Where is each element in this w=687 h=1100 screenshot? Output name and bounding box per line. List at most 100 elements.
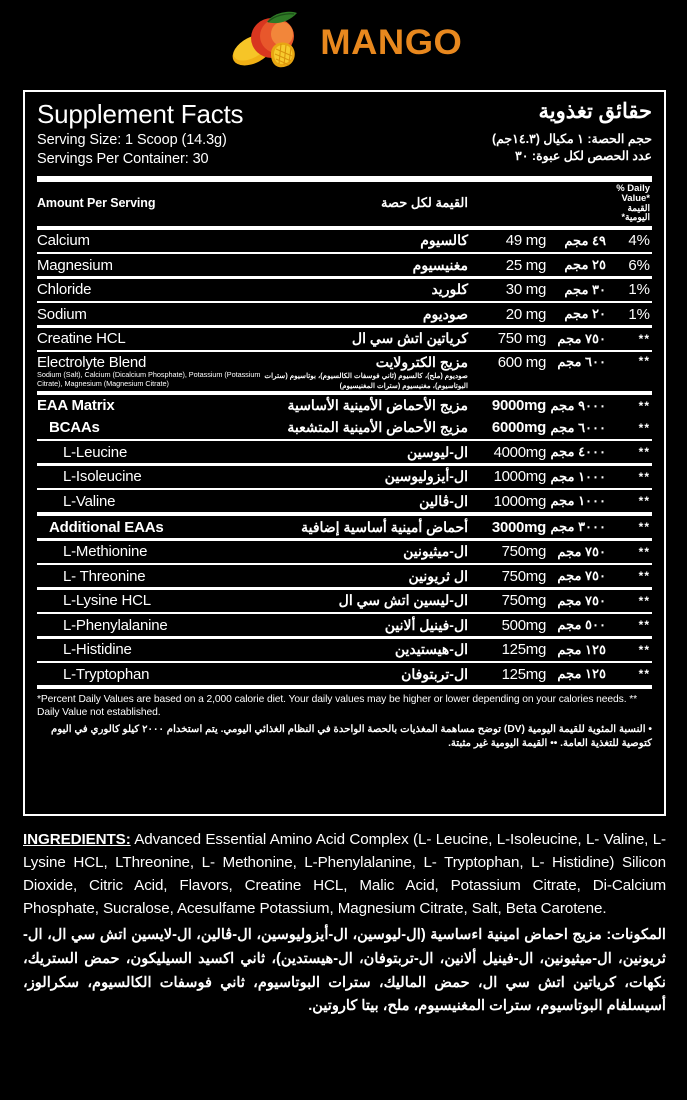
- supplement-facts-panel: Supplement Facts حقائق تغذوية Serving Si…: [23, 90, 666, 816]
- nutrient-amount-en: 6000mg: [491, 419, 546, 437]
- column-header-amount-en: Amount Per Serving: [37, 196, 156, 211]
- divider-thin: [37, 636, 652, 639]
- divider-thin: [37, 587, 652, 590]
- nutrient-name-en: L-Leucine: [63, 443, 128, 461]
- blend-name-ar: مزيج الكترولايت: [375, 354, 468, 371]
- nutrient-amount-en: 1000mg: [493, 468, 547, 486]
- nutrient-name-ar: ال-ليسين اتش سي ال: [338, 592, 468, 609]
- nutrient-amount-en: 49 mg: [505, 232, 547, 250]
- brand-header: MANGO: [0, 0, 687, 84]
- nutrient-amount-ar: ٦٠٠٠ مجم: [550, 419, 606, 435]
- table-row-additional-eaas: Additional EAAs أحماض أمينية أساسية إضاف…: [37, 516, 652, 538]
- nutrient-name-en: L-Valine: [63, 492, 116, 510]
- nutrient-name-ar: مزيج الأحماض الأمينية الأساسية: [287, 397, 468, 414]
- divider-thin: [37, 611, 652, 615]
- dv-header-en: % Daily Value*: [616, 182, 650, 204]
- nutrient-amount-ar: ٧٥٠ مجم: [557, 568, 606, 584]
- nutrient-name-en: L-Lysine HCL: [63, 592, 151, 610]
- nutrient-amount-en: 125mg: [501, 665, 547, 683]
- nutrient-name-en: L-Methionine: [63, 543, 148, 561]
- footnote-block: *Percent Daily Values are based on a 2,0…: [37, 689, 652, 752]
- nutrient-daily-value: **: [638, 445, 650, 460]
- nutrient-amount-ar: ٣٠ مجم: [564, 281, 606, 297]
- nutrient-name-ar: كلوريد: [431, 281, 468, 298]
- ingredients-text-en: Advanced Essential Amino Acid Complex (L…: [23, 831, 666, 918]
- nutrient-amount-en: 750 mg: [497, 330, 547, 348]
- divider-thin: [37, 276, 652, 279]
- column-header-daily-value: % Daily Value* القيمة اليومية*: [608, 182, 652, 223]
- nutrient-name-ar: صوديوم: [422, 305, 468, 322]
- nutrient-name-ar: ال-ميثيونين: [403, 543, 468, 560]
- nutrient-daily-value: **: [638, 593, 650, 608]
- nutrient-name-ar: ال-ڤالين: [419, 492, 468, 509]
- nutrient-name-ar: ال-تربتوفان: [401, 665, 468, 682]
- nutrient-name-ar: ال-فينيل ألانين: [384, 616, 468, 633]
- nutrient-amount-en: 9000mg: [491, 397, 546, 415]
- divider-thin: [37, 325, 652, 328]
- nutrient-daily-value: **: [638, 420, 650, 435]
- nutrient-daily-value: 1%: [628, 305, 650, 323]
- divider-med: [37, 685, 652, 690]
- ingredients-label-ar: المكونات:: [606, 927, 666, 944]
- nutrient-name-ar: مزيج الأحماض الأمينية المتشعبة: [287, 419, 468, 436]
- nutrient-amount-ar: ٧٥٠ مجم: [557, 543, 606, 559]
- table-row: L-Leucine ال-ليوسين 4000mg ٤٠٠٠ مجم **: [37, 441, 652, 463]
- dv-header-ar: القيمة اليومية*: [621, 202, 650, 223]
- divider-med: [37, 225, 652, 230]
- blend-amount-en: 600 mg: [497, 354, 547, 372]
- nutrient-name-ar: ال ثريونين: [408, 567, 468, 584]
- divider-thin: [37, 438, 652, 442]
- table-row: L-Histidine ال-هيستيدين 125mg ١٢٥ مجم **: [37, 639, 652, 661]
- nutrient-amount-ar: ١٠٠٠ مجم: [550, 493, 606, 509]
- nutrient-amount-en: 125mg: [501, 641, 547, 659]
- nutrient-daily-value: 1%: [628, 281, 650, 299]
- ingredients-text-ar: مزيج احماض امينية اءساسية (ال-ليوسين، ال…: [23, 927, 666, 1015]
- mango-fruit-icon: [227, 10, 313, 74]
- nutrient-daily-value: **: [638, 398, 650, 413]
- serving-info-ar: حجم الحصة: ١ مكيال (١٤.٣جم) عدد الحصص لك…: [492, 131, 652, 165]
- nutrient-amount-ar: ١٢٥ مجم: [557, 666, 606, 682]
- table-row: L-Valine ال-ڤالين 1000mg ١٠٠٠ مجم **: [37, 490, 652, 512]
- blend-subingredients-en: Sodium (Salt), Calcium (Dicalcium Phosph…: [37, 370, 261, 389]
- nutrient-daily-value: **: [638, 469, 650, 484]
- blend-subingredients-ar: صوديوم (ملح)، كالسيوم (ثاني فوسفات الكال…: [264, 371, 468, 390]
- servings-per-container-ar: عدد الحصص لكل عبوة: ٣٠: [515, 148, 652, 163]
- nutrient-name-ar: كرياتين اتش سي ال: [351, 330, 468, 347]
- nutrient-name-ar: ال-أيزوليوسين: [384, 468, 468, 485]
- table-row: L-Methionine ال-ميثيونين 750mg ٧٥٠ مجم *…: [37, 541, 652, 563]
- nutrient-amount-en: 3000mg: [491, 518, 546, 536]
- nutrient-name-ar: ال-ليوسين: [406, 443, 468, 460]
- divider-thin: [37, 251, 652, 255]
- table-row: L-Tryptophan ال-تربتوفان 125mg ١٢٥ مجم *…: [37, 663, 652, 685]
- nutrient-amount-ar: ١٢٥ مجم: [557, 641, 606, 657]
- nutrient-name-en: L-Tryptophan: [63, 665, 150, 683]
- nutrient-amount-ar: ٩٠٠٠ مجم: [550, 397, 606, 413]
- nutrient-amount-en: 500mg: [501, 616, 547, 634]
- table-row-eaa-matrix: EAA Matrix مزيج الأحماض الأمينية الأساسي…: [37, 395, 652, 417]
- blend-daily-value: **: [638, 354, 650, 369]
- divider-thick: [37, 175, 652, 182]
- divider-med: [37, 512, 652, 517]
- nutrient-daily-value: 6%: [628, 256, 650, 274]
- panel-title-en: Supplement Facts: [37, 99, 244, 129]
- nutrient-daily-value: **: [638, 667, 650, 682]
- footnote-en: *Percent Daily Values are based on a 2,0…: [37, 694, 638, 719]
- blend-amount-ar: ٦٠٠ مجم: [557, 354, 606, 370]
- panel-title-ar: حقائق تغذوية: [538, 100, 652, 123]
- nutrient-name-en: L-Phenylalanine: [63, 616, 168, 634]
- table-row: Calcium كالسيوم 49 mg ٤٩ مجم 4%: [37, 230, 652, 252]
- column-header-amount-ar: القيمة لكل حصة: [380, 195, 468, 211]
- table-row: L-Phenylalanine ال-فينيل ألانين 500mg ٥٠…: [37, 614, 652, 636]
- nutrient-daily-value: **: [638, 642, 650, 657]
- nutrient-amount-en: 750mg: [501, 592, 547, 610]
- divider-thin: [37, 660, 652, 664]
- nutrient-daily-value: **: [638, 494, 650, 509]
- nutrient-amount-en: 1000mg: [493, 492, 547, 510]
- nutrient-name-ar: أحماض أمينية أساسية إضافية: [301, 518, 468, 535]
- nutrient-daily-value: **: [638, 520, 650, 535]
- table-row: Creatine HCL كرياتين اتش سي ال 750 mg ٧٥…: [37, 328, 652, 350]
- divider-thin: [37, 300, 652, 304]
- ingredients-ar: المكونات: مزيج احماض امينية اءساسية (ال-…: [23, 924, 666, 1019]
- nutrient-name-en: L-Histidine: [63, 641, 132, 659]
